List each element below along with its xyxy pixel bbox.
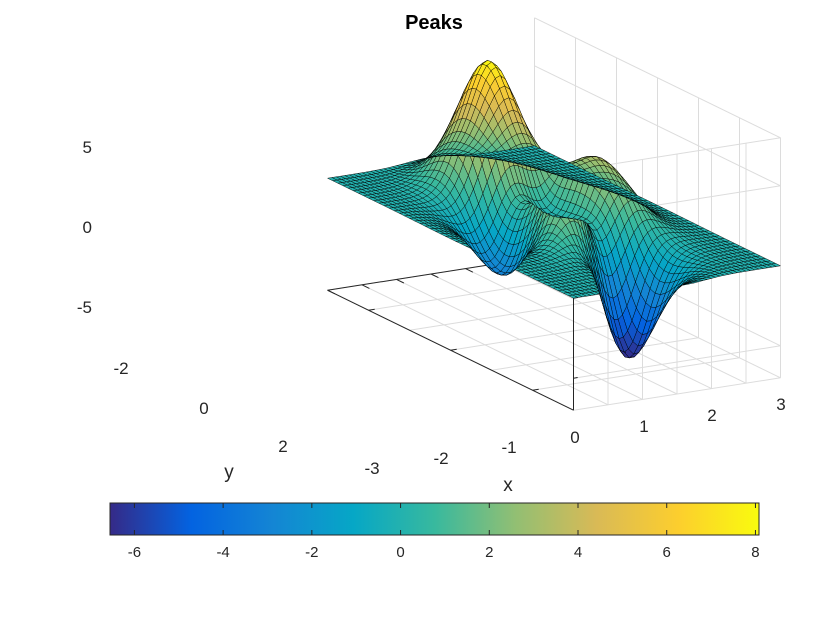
colorbar-tick-label: 6 [663, 544, 671, 561]
z-tick-label: 0 [83, 218, 92, 237]
x-tick-label: -3 [364, 459, 379, 478]
y-tick [450, 348, 457, 351]
x-tick [327, 289, 336, 295]
y-axis-label: y [224, 462, 234, 483]
grid-line [534, 65, 781, 187]
surface-face [326, 177, 338, 181]
x-tick [430, 273, 439, 279]
colorbar-tick-label: -4 [216, 544, 229, 561]
x-tick-label: -2 [433, 449, 448, 468]
grid-line [430, 273, 678, 395]
x-tick-labels: -3 -2 -1 0 1 2 3 [364, 395, 785, 478]
x-tick-label: -1 [501, 438, 516, 457]
colorbar-tick-label: 8 [751, 544, 759, 561]
z-tick-label: -5 [77, 298, 92, 317]
x-tick [465, 268, 474, 273]
y-tick-label: -2 [113, 359, 128, 378]
grid-line [465, 268, 712, 390]
colorbar-tick-label: -2 [305, 544, 318, 561]
grid-line [534, 17, 781, 139]
surface-plot [326, 60, 782, 359]
colorbar-ticks: -6 -4 -2 0 2 4 6 8 [128, 503, 760, 561]
z-tick-labels: 5 0 -5 [77, 138, 92, 317]
colorbar-tick-label: 0 [396, 544, 404, 561]
y-tick [532, 388, 539, 391]
colorbar-tick-label: 2 [485, 544, 493, 561]
x-tick-label: 1 [639, 417, 648, 436]
colorbar-tick-label: -6 [128, 544, 141, 561]
x-tick [361, 284, 370, 289]
grid-line [361, 284, 609, 406]
x-tick-label: 2 [707, 406, 716, 425]
y-tick-labels: -2 0 2 [113, 359, 287, 456]
grid-line [573, 345, 781, 379]
grid-line [396, 278, 643, 400]
z-tick [573, 377, 578, 379]
x-tick-label: 0 [570, 428, 579, 447]
chart-title: Peaks [405, 12, 463, 34]
x-tick-label: 3 [776, 395, 785, 414]
z-tick-label: 5 [83, 138, 92, 157]
colorbar-tick-label: 4 [574, 544, 582, 561]
colorbar-gradient [109, 502, 760, 536]
x-axis-label: x [503, 475, 513, 496]
colorbar: -6 -4 -2 0 2 4 6 8 [109, 502, 760, 561]
x-tick [396, 278, 405, 284]
y-tick [368, 308, 375, 311]
y-tick-label: 2 [278, 437, 287, 456]
y-tick-label: 0 [199, 399, 208, 418]
